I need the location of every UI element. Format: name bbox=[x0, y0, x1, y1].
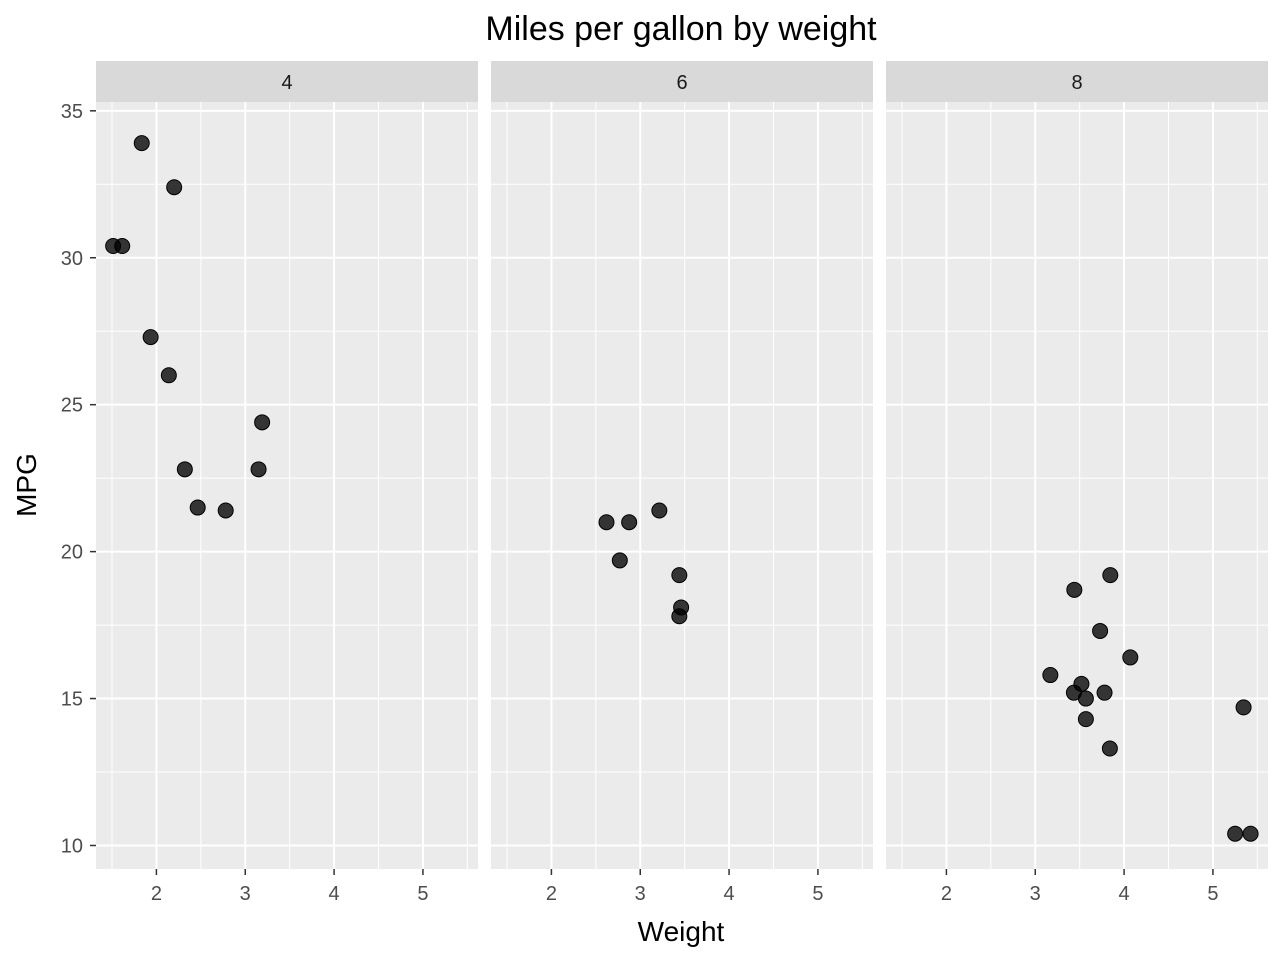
data-point bbox=[651, 502, 668, 519]
data-point bbox=[160, 367, 177, 384]
facet-strip-label: 6 bbox=[676, 72, 687, 94]
facet-strip bbox=[886, 61, 1268, 102]
facet-panel-8: 8 2 3 4 5 bbox=[886, 61, 1268, 905]
data-point bbox=[1042, 667, 1059, 684]
x-tick-label: 5 bbox=[812, 883, 823, 905]
data-point bbox=[611, 552, 628, 569]
data-point bbox=[1102, 567, 1119, 584]
x-tick-label: 2 bbox=[151, 883, 162, 905]
x-tick-label: 5 bbox=[417, 883, 428, 905]
data-point bbox=[1235, 699, 1252, 716]
data-point bbox=[1122, 649, 1139, 666]
facet-strip-label: 4 bbox=[281, 72, 292, 94]
data-point bbox=[1066, 581, 1083, 598]
data-point bbox=[671, 567, 688, 584]
facet-panel-6: 6 2 3 4 5 bbox=[491, 61, 873, 905]
panel-background bbox=[491, 102, 873, 869]
data-point bbox=[1077, 690, 1094, 707]
data-point bbox=[217, 502, 234, 519]
y-tick-label: 15 bbox=[61, 689, 83, 711]
data-point bbox=[1073, 675, 1090, 692]
panel-background bbox=[96, 102, 478, 869]
facet-strip bbox=[96, 61, 478, 102]
y-axis: 10 15 20 25 30 35 bbox=[61, 101, 96, 857]
data-point bbox=[1242, 825, 1259, 842]
y-tick-label: 35 bbox=[61, 101, 83, 123]
x-tick-label: 4 bbox=[724, 883, 735, 905]
x-tick-label: 3 bbox=[240, 883, 251, 905]
x-tick-label: 3 bbox=[635, 883, 646, 905]
data-point bbox=[1092, 622, 1109, 639]
data-point bbox=[254, 414, 271, 431]
y-tick-label: 25 bbox=[61, 395, 83, 417]
y-tick-label: 20 bbox=[61, 542, 83, 564]
data-point bbox=[142, 329, 159, 346]
data-point bbox=[166, 179, 183, 196]
data-point bbox=[673, 599, 690, 616]
x-tick-label: 2 bbox=[546, 883, 557, 905]
facet-strip bbox=[491, 61, 873, 102]
facet-panel-4: 4 2 3 4 5 bbox=[96, 61, 478, 905]
chart-title: Miles per gallon by weight bbox=[485, 10, 877, 48]
panel-background bbox=[886, 102, 1268, 869]
x-tick-label: 5 bbox=[1207, 883, 1218, 905]
y-axis-title: MPG bbox=[11, 453, 42, 517]
x-tick-label: 2 bbox=[941, 883, 952, 905]
data-point bbox=[250, 461, 267, 478]
data-point bbox=[133, 135, 150, 152]
x-tick-label: 4 bbox=[329, 883, 340, 905]
data-point bbox=[1101, 740, 1118, 757]
data-point bbox=[114, 237, 131, 254]
y-tick-label: 10 bbox=[61, 835, 83, 857]
data-point bbox=[1077, 711, 1094, 728]
data-point bbox=[598, 514, 615, 531]
x-tick-label: 3 bbox=[1030, 883, 1041, 905]
data-point bbox=[189, 499, 206, 516]
data-point bbox=[176, 461, 193, 478]
data-point bbox=[1096, 684, 1113, 701]
facet-strip-label: 8 bbox=[1071, 72, 1082, 94]
data-point bbox=[621, 514, 638, 531]
y-tick-label: 30 bbox=[61, 248, 83, 270]
facet-panels: 4 2 3 4 5 6 2 3 4 5 8 2 3 4 5 bbox=[96, 61, 1268, 905]
x-tick-label: 4 bbox=[1119, 883, 1130, 905]
data-point bbox=[1227, 825, 1244, 842]
x-axis-title: Weight bbox=[638, 916, 725, 947]
